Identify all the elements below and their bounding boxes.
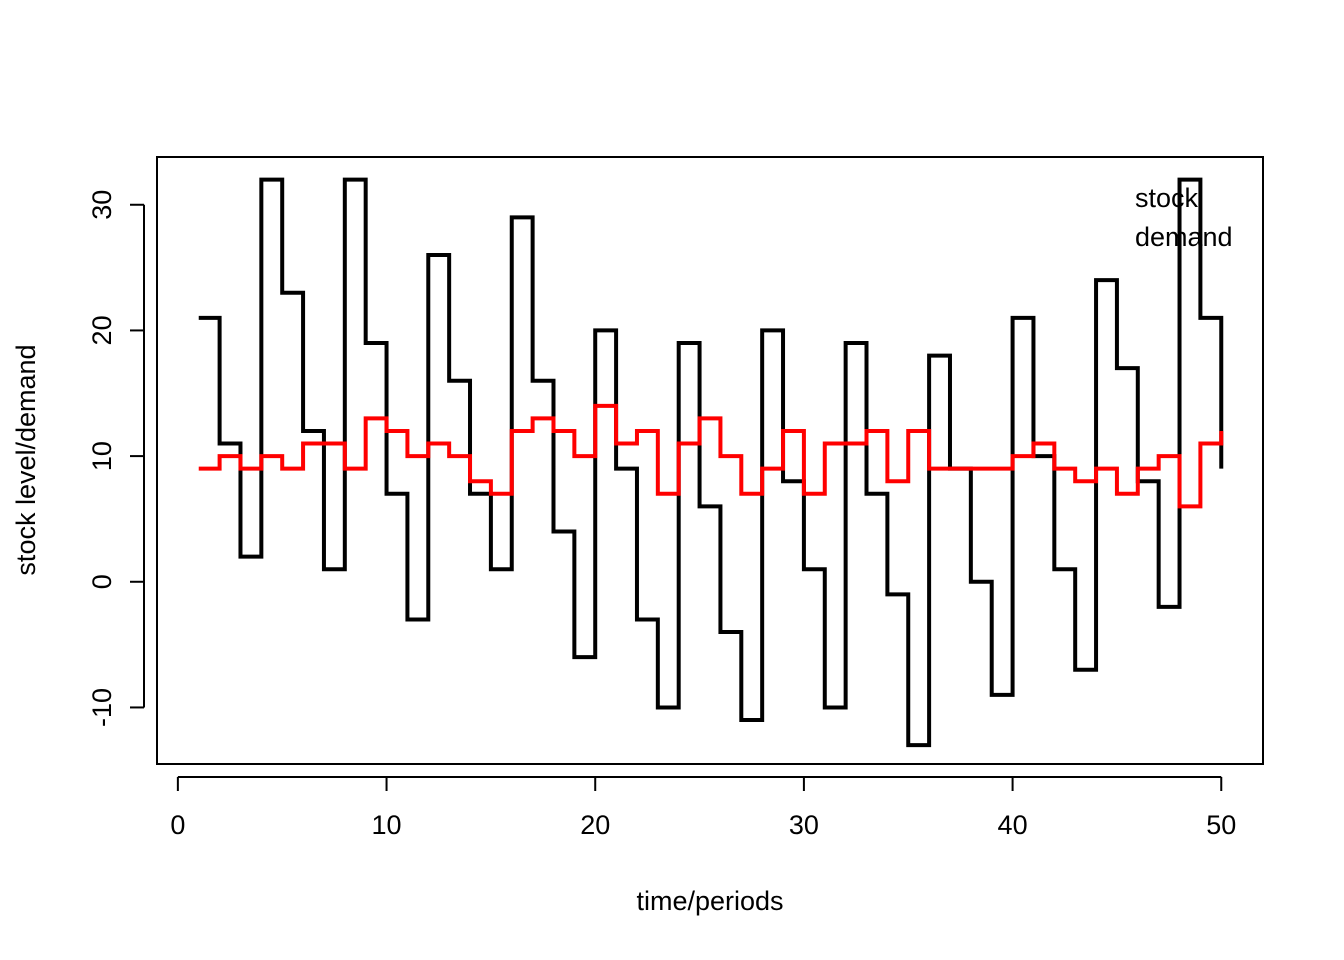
y-tick-label: 10 (87, 441, 117, 471)
y-tick-label: 0 (87, 574, 117, 589)
y-tick-label: 30 (87, 190, 117, 220)
x-axis-label: time/periods (636, 886, 783, 916)
y-axis-label: stock level/demand (11, 344, 41, 575)
x-tick-label: 10 (372, 810, 402, 840)
x-tick-label: 40 (998, 810, 1028, 840)
x-tick-label: 30 (789, 810, 819, 840)
series-line-demand (198, 403, 1224, 509)
x-tick-label: 0 (170, 810, 185, 840)
y-tick-label: 20 (87, 315, 117, 345)
series-line-stock (198, 177, 1224, 748)
y-tick-label: -10 (87, 688, 117, 727)
legend-label-demand: demand (1135, 222, 1233, 252)
plot-frame (156, 156, 1264, 765)
series-layer (198, 177, 1224, 748)
legend: stock demand (1135, 183, 1233, 252)
legend-label-stock: stock (1135, 183, 1199, 213)
x-tick-label: 50 (1206, 810, 1236, 840)
x-axis: 0 10 20 30 40 50 (170, 776, 1236, 840)
x-tick-label: 20 (580, 810, 610, 840)
y-axis: -10 0 10 20 30 (87, 190, 145, 727)
